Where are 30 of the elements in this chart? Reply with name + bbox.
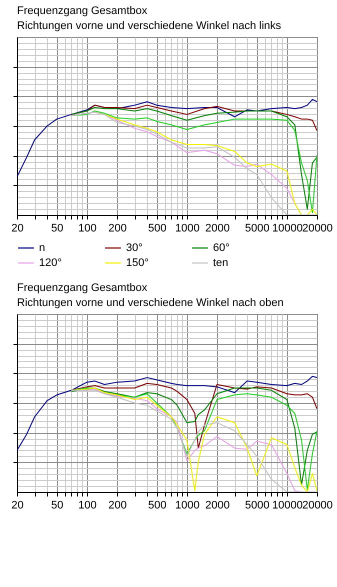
x-tick-label: 500 [148, 500, 166, 512]
x-tick-label: 20 [11, 500, 24, 512]
x-tick-label: 20 [11, 222, 24, 234]
legend-label: 30° [126, 242, 143, 254]
x-tick-label: 5000 [245, 222, 270, 234]
x-tick-label: 200 [108, 500, 127, 512]
chart-subtitle: Richtungen vorne und verschiedene Winkel nach links [17, 20, 282, 32]
x-tick-label: 5000 [245, 500, 270, 512]
x-tick-label: 50 [51, 222, 64, 234]
legend-label: 150° [126, 257, 149, 269]
x-tick-label: 50 [51, 500, 64, 512]
chart-subtitle: Richtungen vorne und verschiedene Winkel nach oben [17, 297, 284, 309]
legend-label: ten [213, 257, 228, 269]
x-tick-label: 1000 [175, 500, 200, 512]
x-tick-label: 2000 [205, 222, 230, 234]
x-tick-label: 100 [78, 500, 97, 512]
legend-label: 60° [213, 242, 230, 254]
legend-label: n [39, 242, 46, 254]
x-tick-label: 1000 [175, 222, 200, 234]
x-tick-label: 10000 [272, 222, 303, 234]
x-tick-label: 500 [148, 222, 166, 234]
x-tick-label: 200 [108, 222, 127, 234]
x-tick-label: 2000 [205, 500, 230, 512]
chart-title: Frequenzgang Gesamtbox [17, 282, 148, 294]
x-tick-label: 20000 [302, 222, 333, 234]
x-tick-label: 100 [78, 222, 97, 234]
legend-label: 120° [39, 257, 62, 269]
x-tick-label: 10000 [272, 500, 303, 512]
x-tick-label: 20000 [302, 500, 333, 512]
chart-title: Frequenzgang Gesamtbox [17, 5, 148, 17]
